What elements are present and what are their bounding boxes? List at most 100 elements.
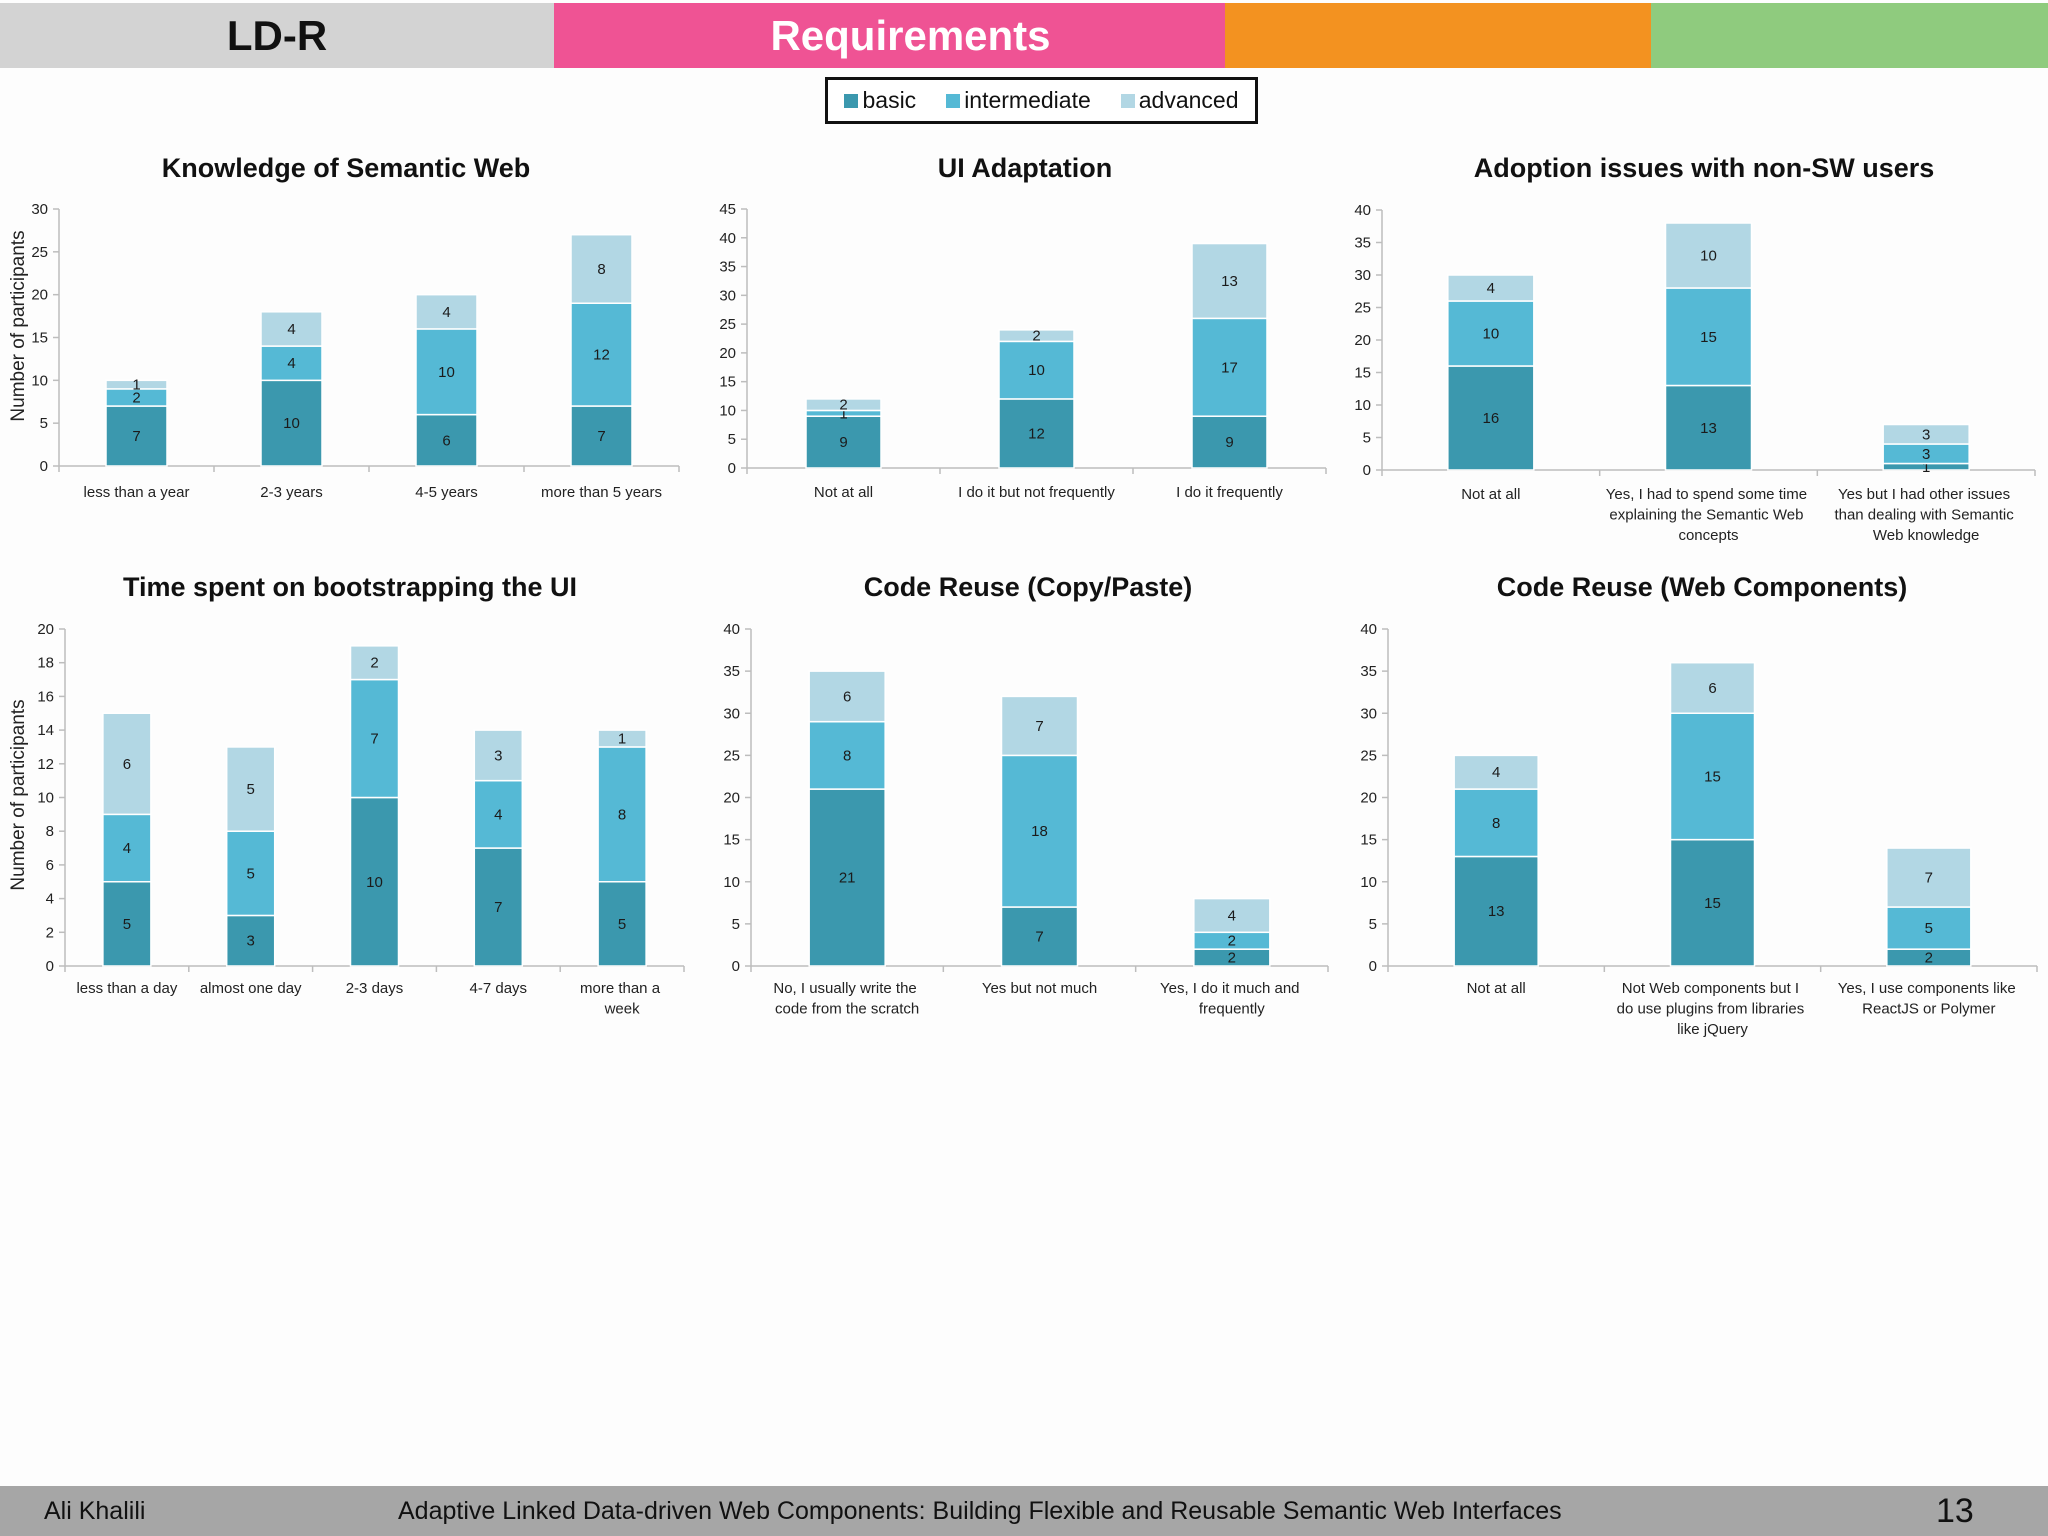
y-tick-label: 30 [1360, 705, 1377, 722]
y-tick-label: 12 [37, 756, 54, 773]
y-tick-label: 10 [1360, 874, 1377, 891]
bar-value-label: 13 [1700, 420, 1717, 437]
bar-value-label: 15 [1704, 895, 1721, 912]
bar-value-label: 5 [247, 781, 255, 798]
y-tick-label: 20 [1354, 332, 1371, 349]
bar-stack: 7 21 [105, 377, 168, 467]
chart-title: UI Adaptation [938, 153, 1113, 183]
bar-value-label: 5 [618, 916, 626, 933]
bar-value-label: 13 [1488, 903, 1505, 920]
x-category-label: Not at all [814, 484, 873, 501]
bar-value-label: 4 [1487, 280, 1495, 297]
chart-legend: basic intermediate advanced [825, 77, 1258, 124]
y-tick-label: 0 [46, 958, 54, 975]
bar-segment-intermediate [260, 345, 323, 382]
bar-value-label: 1 [618, 731, 626, 748]
bar-stack: 16 10 4 [1447, 274, 1535, 471]
bar-segment-intermediate [1453, 788, 1539, 858]
bar-value-label: 7 [1925, 870, 1933, 887]
bar-value-label: 4 [442, 304, 450, 321]
chart-time-spent-on-bootstrapping-the-ui: Time spent on bootstrapping the UI Number… [8, 572, 685, 1018]
x-category-label: more than a week [580, 980, 664, 1018]
chart-title: Code Reuse (Web Components) [1497, 572, 1908, 602]
footer-bar: Ali Khalili Adaptive Linked Data-driven … [0, 1486, 2048, 1536]
bar-value-label: 10 [1028, 362, 1045, 379]
bar-value-label: 6 [1708, 680, 1716, 697]
y-tick-label: 16 [37, 688, 54, 705]
y-tick-label: 25 [723, 747, 740, 764]
chart-title: Code Reuse (Copy/Paste) [864, 572, 1193, 602]
bar-value-label: 4 [123, 840, 131, 857]
y-tick-label: 40 [719, 230, 736, 247]
y-tick-label: 30 [723, 705, 740, 722]
chart-adoption-issues-with-non-sw-users: Adoption issues with non-SW users 0 5 10 15 2… [1354, 153, 2036, 544]
bar-stack: 5 4 6 [102, 712, 152, 967]
bar-segment-intermediate [349, 678, 400, 799]
y-tick-label: 15 [1354, 365, 1371, 382]
y-tick-label: 35 [1360, 663, 1377, 680]
bar-stack: 5 8 1 [597, 729, 647, 967]
bar-value-label: 8 [843, 747, 851, 764]
bar-value-label: 10 [283, 415, 300, 432]
legend-label: advanced [1138, 87, 1239, 113]
header-section-orange [1225, 3, 1651, 68]
y-tick-label: 15 [723, 832, 740, 849]
bar-segment-advanced [105, 379, 168, 390]
bar-stack: 13 15 10 [1664, 222, 1753, 471]
y-tick-label: 14 [37, 722, 54, 739]
x-category-label: I do it frequently [1176, 484, 1283, 501]
bar-stack: 15 15 6 [1669, 661, 1756, 967]
legend-swatch-basic [844, 93, 859, 108]
y-tick-label: 5 [1369, 916, 1377, 933]
bar-segment-advanced [1000, 695, 1079, 757]
bar-value-label: 15 [1704, 768, 1721, 785]
bar-value-label: 8 [1492, 815, 1500, 832]
bar-segment-advanced [1453, 754, 1539, 790]
y-tick-label: 15 [1360, 832, 1377, 849]
bar-value-label: 1 [839, 405, 847, 422]
x-category-label: less than a day [76, 980, 177, 997]
y-tick-label: 25 [1354, 300, 1371, 317]
bar-value-label: 2 [1228, 933, 1236, 950]
chart-knowledge-of-semantic-web: Knowledge of Semantic Web Number of parti… [8, 153, 680, 501]
bar-value-label: 2 [370, 655, 378, 672]
bar-segment-basic [1000, 906, 1079, 967]
bar-segment-advanced [805, 398, 882, 412]
bar-segment-basic [808, 788, 886, 967]
bar-stack: 2 5 7 [1886, 847, 1972, 967]
y-tick-label: 10 [31, 372, 48, 389]
footer-talk-title: Adaptive Linked Data-driven Web Componen… [398, 1497, 1562, 1525]
bar-value-label: 9 [1225, 434, 1233, 451]
y-tick-label: 10 [1354, 397, 1371, 414]
bar-value-label: 16 [1482, 410, 1499, 427]
bar-stack: 21 8 6 [808, 670, 886, 967]
bar-value-label: 7 [1035, 718, 1043, 735]
bar-value-label: 2 [132, 389, 140, 406]
bar-stack: 10 7 2 [349, 645, 400, 967]
legend-label: intermediate [964, 87, 1091, 113]
x-category-label: Yes, I use components like ReactJS or Po… [1838, 980, 2020, 1018]
bar-value-label: 6 [123, 756, 131, 773]
y-tick-label: 0 [1363, 462, 1371, 479]
bar-stack: 13 8 4 [1453, 754, 1539, 967]
chart-code-reuse-copy-paste: Code Reuse (Copy/Paste) 0 5 10 15 20 25 30 35 40 2… [723, 572, 1329, 1018]
y-axis-title: Number of participants [8, 230, 29, 421]
bar-segment-intermediate [998, 340, 1075, 400]
bar-value-label: 4 [287, 355, 295, 372]
bar-segment-basic [102, 881, 152, 967]
bar-value-label: 7 [597, 428, 605, 445]
x-category-label: Not at all [1461, 486, 1520, 503]
bar-segment-basic [1447, 365, 1535, 471]
y-tick-label: 5 [40, 415, 48, 432]
x-category-label: less than a year [84, 484, 190, 501]
bar-value-label: 18 [1031, 823, 1048, 840]
y-tick-label: 25 [1360, 747, 1377, 764]
y-tick-label: 6 [46, 857, 54, 874]
bar-stack: 9 17 13 [1191, 242, 1268, 469]
bar-value-label: 5 [123, 916, 131, 933]
bar-value-label: 2 [839, 397, 847, 414]
y-tick-label: 0 [732, 958, 740, 975]
y-tick-label: 45 [719, 201, 736, 218]
bar-segment-advanced [597, 729, 647, 748]
x-category-label: No, I usually write the code from the sc… [773, 980, 921, 1018]
